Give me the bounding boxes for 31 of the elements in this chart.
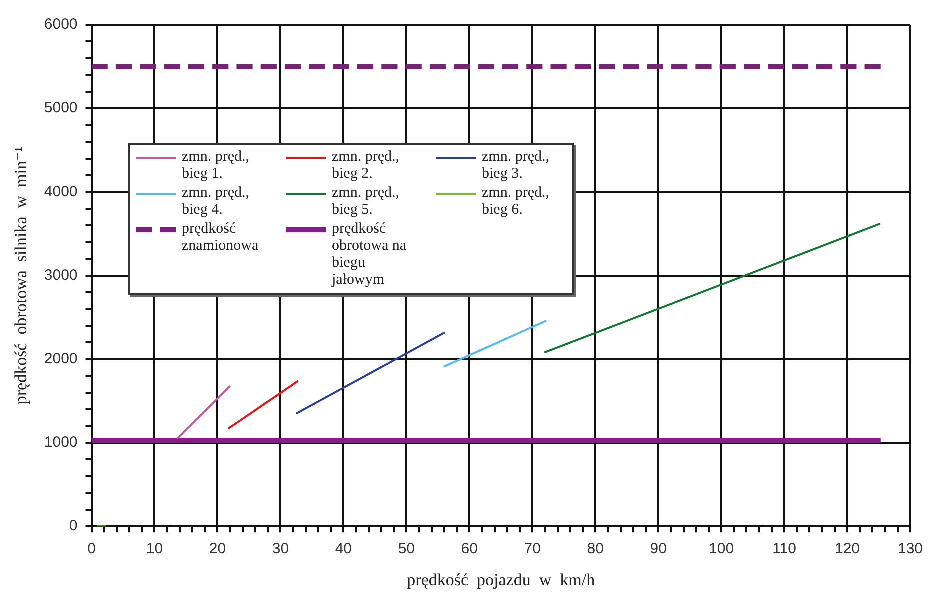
x-tick-label: 120: [834, 540, 860, 558]
y-tick-label: 6000: [44, 16, 78, 34]
x-tick-label: 90: [650, 540, 667, 558]
y-tick-label: 0: [69, 518, 78, 535]
legend-label: zmn. pręd., bieg 1.: [182, 149, 250, 183]
legend-label: zmn. pręd., bieg 4.: [182, 185, 250, 219]
legend-label: zmn. pręd., bieg 2.: [332, 149, 400, 183]
x-axis-title: prędkość pojazdu w km/h: [407, 570, 596, 590]
y-tick-label: 3000: [44, 266, 78, 284]
x-tick-label: 110: [772, 540, 796, 558]
legend-label: prędkość znamionowa: [182, 221, 260, 255]
x-tick-label: 60: [461, 540, 478, 558]
y-tick-label: 5000: [44, 100, 78, 117]
x-tick-label: 50: [398, 540, 416, 558]
x-tick-label: 80: [587, 540, 604, 558]
x-tick-label: 0: [88, 540, 96, 558]
y-tick-label: 4000: [44, 183, 78, 200]
x-tick-label: 10: [146, 540, 164, 558]
x-tick-label: 20: [209, 540, 226, 558]
x-tick-label: 30: [272, 540, 290, 558]
x-tick-label: 40: [335, 540, 352, 558]
x-tick-label: 100: [709, 540, 734, 558]
x-tick-label: 130: [898, 540, 923, 558]
x-tick-label: 70: [524, 540, 541, 558]
legend-label: zmn. pręd., bieg 6.: [482, 185, 550, 219]
y-axis-title: prędkość obrotowa silnika w min⁻¹: [12, 146, 31, 405]
y-tick-label: 2000: [44, 350, 78, 368]
y-tick-label: 1000: [44, 434, 78, 452]
legend-label: prędkość obrotowa na biegu jałowym: [332, 221, 408, 289]
legend-label: zmn. pręd., bieg 5.: [332, 185, 400, 219]
legend-label: zmn. pręd., bieg 3.: [482, 149, 550, 183]
